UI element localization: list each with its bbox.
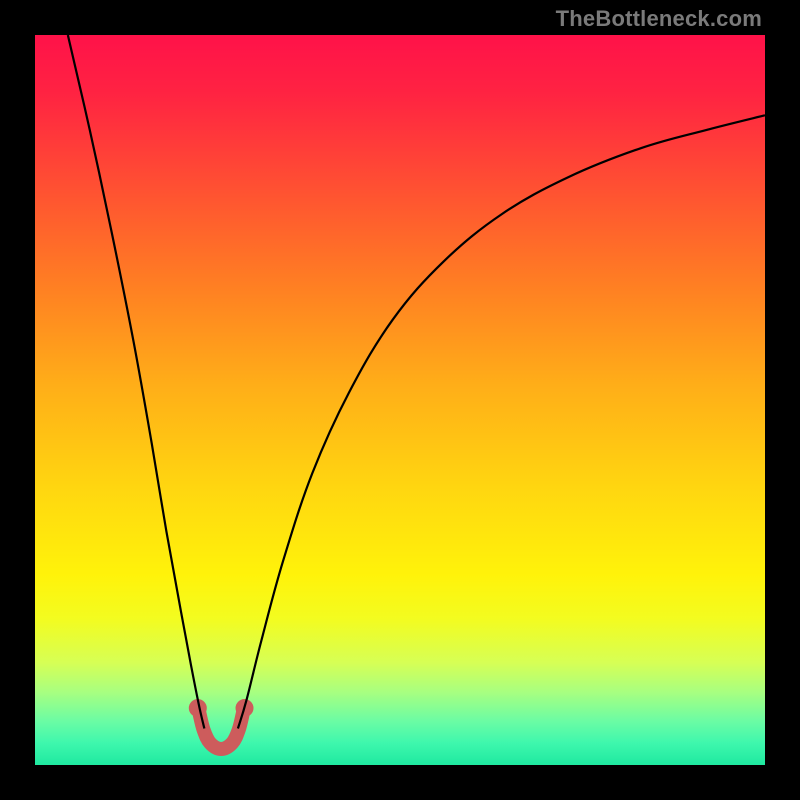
curve-left-branch [68,35,205,729]
curve-layer [35,35,765,765]
watermark-text: TheBottleneck.com [556,6,762,32]
curve-right-branch [238,115,765,728]
plot-area [35,35,765,765]
bottom-u-marker [199,712,243,749]
